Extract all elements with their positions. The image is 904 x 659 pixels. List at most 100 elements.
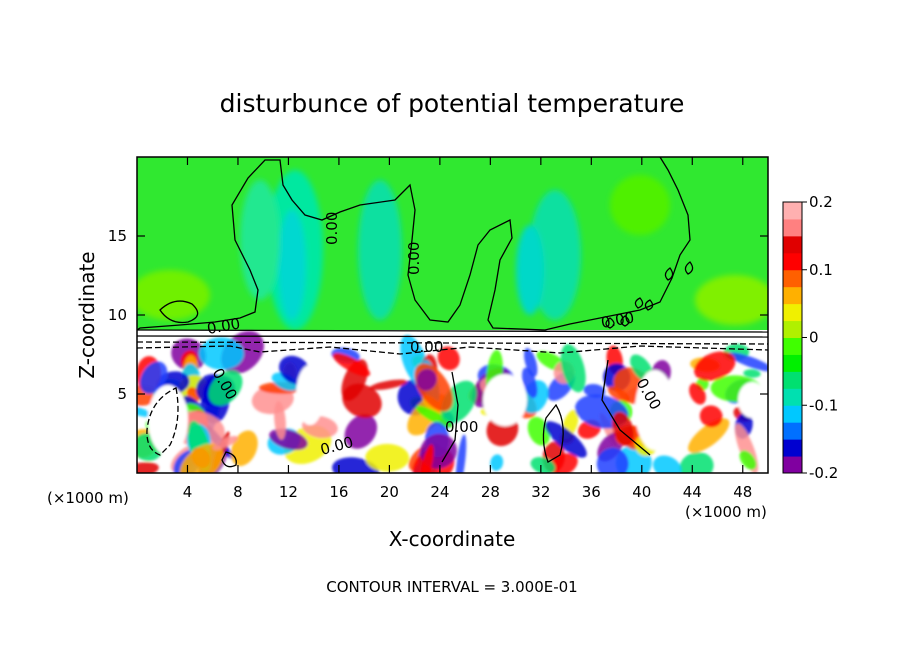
turbulence-blob — [490, 454, 504, 471]
colorbar-segment — [783, 371, 802, 389]
contour-line — [137, 157, 691, 331]
x-tick-label: 12 — [279, 483, 298, 501]
turbulence-blob — [689, 382, 706, 405]
turbulence-blob — [522, 367, 538, 399]
green-anomaly — [610, 175, 670, 235]
contour-lines — [137, 157, 768, 468]
contour-line — [137, 341, 768, 345]
turbulence-blob — [140, 361, 168, 394]
x-tick-label: 16 — [329, 483, 348, 501]
contour-line — [605, 317, 615, 329]
neutral-patch — [635, 370, 675, 450]
contour-line — [146, 387, 179, 456]
colorbar-segment — [783, 286, 802, 305]
x-tick-label: 48 — [733, 483, 752, 501]
contour-label: 0.00 — [405, 242, 423, 275]
turbulence-blob — [560, 344, 586, 393]
turbulence-blob — [137, 462, 159, 473]
turbulence-blob — [739, 450, 757, 470]
turbulence-blob — [415, 405, 454, 428]
colorbar-segment — [783, 218, 802, 237]
x-tick-label: 40 — [632, 483, 651, 501]
contour-label: 0.00 — [323, 212, 341, 245]
turbulence-blob — [274, 401, 286, 440]
contour-label: 0.00 — [600, 308, 636, 332]
neutral-patch — [738, 382, 766, 418]
x-tick-label: 20 — [380, 483, 399, 501]
chart-title: disturbunce of potential temperature — [220, 89, 685, 118]
colorbar-segment — [783, 252, 802, 271]
contour-line — [221, 451, 237, 468]
contour-line — [542, 403, 564, 463]
colorbar-segment — [783, 320, 802, 338]
turbulence-blob — [455, 434, 467, 473]
contour-line — [137, 329, 768, 333]
colorbar-segment — [783, 405, 802, 423]
turbulence-blob — [437, 346, 460, 371]
neutral-patch — [148, 385, 188, 455]
turbulence-blob — [596, 447, 629, 473]
x-axis-label: X-coordinate — [389, 527, 516, 551]
x-tick-label: 4 — [183, 483, 193, 501]
x-tick-label: 24 — [430, 483, 449, 501]
contour-label: 0.00 — [206, 314, 242, 338]
turbulence-blob — [199, 337, 244, 370]
turbulence-blob — [365, 443, 410, 472]
turbulence-blob — [550, 453, 578, 473]
cyan-anomaly — [278, 210, 306, 320]
x-tick-label: 32 — [531, 483, 550, 501]
contour-line — [159, 300, 199, 324]
contour-line — [441, 371, 459, 463]
turbulence-blob — [607, 386, 630, 403]
turbulence-blob — [727, 352, 768, 372]
contour-line — [664, 267, 674, 281]
turbulence-blob — [652, 455, 682, 473]
neutral-patch — [296, 365, 324, 425]
y-tick-label: 15 — [108, 227, 127, 245]
y-axis-label: Z-coordinate — [75, 251, 99, 378]
colorbar-segment — [783, 303, 802, 322]
colorbar-tick-label: 0.1 — [809, 261, 833, 279]
turbulence-blob — [524, 347, 538, 377]
colorbar-segment — [783, 388, 802, 406]
contour-line — [644, 299, 654, 311]
cyan-anomaly — [358, 180, 402, 320]
contour-line — [137, 335, 768, 338]
x-unit-label-right: (×1000 m) — [685, 503, 767, 521]
turbulence-blob — [583, 383, 606, 398]
turbulence-blob — [688, 418, 730, 453]
colorbar-tick-label: 0 — [809, 329, 819, 347]
turbulence-blob — [420, 444, 434, 473]
inversion-layer — [137, 330, 768, 352]
colorbar-segment — [783, 202, 802, 220]
x-unit-label-left: (×1000 m) — [47, 489, 129, 507]
x-axis: 4 8 12 16 20 24 28 32 36 40 44 48 — [183, 157, 752, 501]
cyan-anomaly — [240, 180, 280, 300]
upper-layer-anomalies — [137, 170, 768, 330]
colorbar-tick-label: -0.2 — [809, 464, 838, 482]
colorbar-tick-label: -0.1 — [809, 396, 838, 414]
y-tick-label: 10 — [108, 306, 127, 324]
colorbar-segment — [783, 337, 802, 355]
colorbar-segment — [783, 235, 802, 254]
green-anomaly — [695, 275, 768, 325]
turbulence-blob — [679, 452, 714, 473]
heatmap-field — [137, 157, 768, 473]
x-tick-label: 8 — [233, 483, 243, 501]
contour-interval-note: CONTOUR INTERVAL = 3.000E-01 — [326, 578, 577, 596]
turbulence-blob — [332, 352, 371, 377]
turbulence-blob — [545, 421, 587, 458]
turbulence-blob — [369, 379, 407, 390]
contour-label: 0.00 — [410, 338, 443, 356]
colorbar-segment — [783, 456, 802, 474]
contour-line — [684, 261, 694, 275]
colorbar-tick-label: 0.2 — [809, 193, 833, 211]
turbulence-blob — [179, 443, 224, 473]
turbulence-blob — [212, 436, 238, 450]
turbulence-blob — [230, 430, 258, 467]
colorbar-segment — [783, 422, 802, 440]
contour-line — [620, 315, 630, 327]
green-anomaly — [137, 270, 210, 320]
